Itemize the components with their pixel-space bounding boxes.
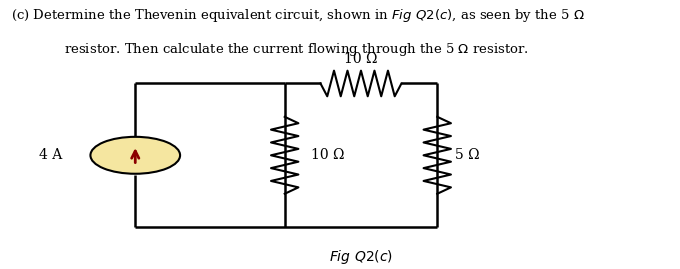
Text: $\mathit{Fig\ Q2(c)}$: $\mathit{Fig\ Q2(c)}$ xyxy=(329,248,393,266)
Text: 5 Ω: 5 Ω xyxy=(455,148,479,162)
Text: (c) Determine the Thevenin equivalent circuit, shown in $\mathit{Fig\ Q2(c)}$, a: (c) Determine the Thevenin equivalent ci… xyxy=(11,6,584,23)
Text: 10 Ω: 10 Ω xyxy=(311,148,344,162)
Circle shape xyxy=(90,137,180,174)
Text: 10 Ω: 10 Ω xyxy=(344,52,377,66)
Text: resistor. Then calculate the current flowing through the 5 $\Omega$ resistor.: resistor. Then calculate the current flo… xyxy=(64,41,528,58)
Text: 4 A: 4 A xyxy=(39,148,63,162)
